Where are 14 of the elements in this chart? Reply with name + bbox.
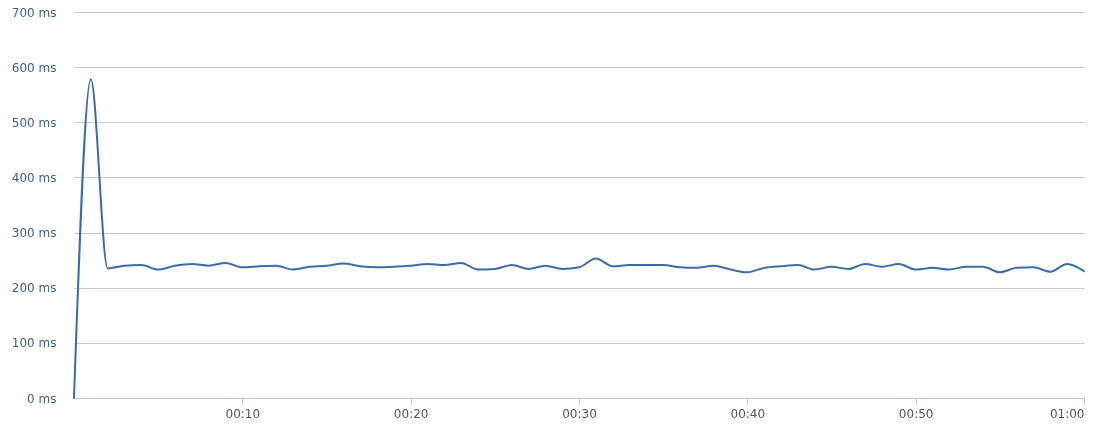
- y-tick-label: 500 ms: [11, 115, 57, 130]
- x-tick-label: 00:30: [562, 406, 597, 421]
- y-tick-label: 700 ms: [11, 5, 57, 20]
- x-tick-label: 00:50: [898, 406, 934, 421]
- y-tick-label: 200 ms: [11, 281, 57, 296]
- x-tick-label: 00:20: [393, 406, 429, 421]
- y-tick-label: 600 ms: [11, 60, 57, 75]
- x-tick-label: 00:10: [225, 406, 261, 421]
- x-tick-label: 00:40: [730, 406, 766, 421]
- x-tick-label: 01:00: [1049, 406, 1085, 421]
- y-tick-label: 0 ms: [27, 391, 57, 406]
- y-tick-label: 300 ms: [11, 226, 57, 241]
- y-tick-label: 100 ms: [11, 336, 57, 351]
- y-tick-label: 400 ms: [11, 170, 57, 185]
